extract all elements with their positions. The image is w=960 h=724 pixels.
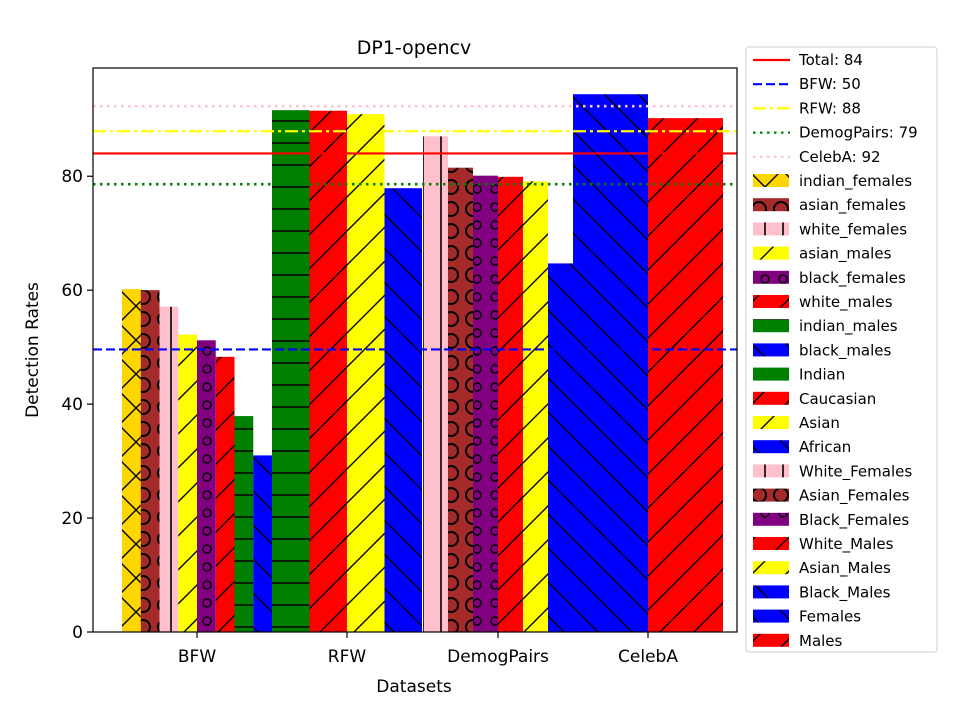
bar-group-rfw (272, 110, 422, 633)
x-tick-label: BFW (178, 647, 216, 667)
legend-entry-white-males: white_males (799, 293, 893, 312)
bar-bfw-indian-females (122, 289, 141, 632)
legend-patch-swatch (753, 222, 789, 236)
bar-celeba-males (648, 118, 723, 632)
chart-title: DP1-opencv (357, 37, 472, 59)
bar-group-demogpairs (423, 136, 573, 633)
legend-entry-asian: Asian (799, 414, 840, 432)
bar-demogpairs-black-males (548, 263, 573, 632)
legend-box (745, 46, 938, 653)
bar-bfw-black-males (253, 455, 272, 632)
legend-patch-swatch (753, 488, 789, 502)
legend-entry-asian-males: Asian_Males (799, 559, 891, 578)
legend-entry-males: Males (799, 632, 843, 650)
bar-demogpairs-black-females (473, 175, 498, 633)
axes-layer: 0 20 40 60 80 BFW RFW DemogPairs CelebA (61, 67, 738, 667)
legend-entry-white-females: white_females (799, 220, 907, 239)
bar-rfw-indian (272, 110, 310, 632)
legend-patch-swatch (753, 416, 789, 429)
bar-group-celeba (573, 94, 723, 632)
bar-bfw-white-males (215, 356, 235, 632)
bar-bfw-white-females (159, 306, 179, 632)
legend-patch-swatch (753, 343, 789, 357)
x-tick-label: RFW (328, 647, 367, 667)
legend-patch-swatch (753, 246, 789, 260)
legend-patch-swatch (753, 609, 789, 623)
y-tick-label: 20 (61, 509, 83, 529)
bar-rfw-asian (347, 114, 385, 632)
y-tick-label: 0 (72, 623, 83, 643)
bar-bfw-asian-males (178, 334, 197, 632)
y-tick-label: 80 (61, 167, 83, 187)
legend-entry-bfw: BFW: 50 (799, 75, 861, 93)
legend-patch-swatch (753, 537, 789, 550)
legend-patch-swatch (753, 198, 789, 212)
legend-entry-indian: Indian (799, 366, 845, 384)
bar-rfw-caucasian (309, 110, 347, 633)
y-tick-label: 60 (61, 281, 83, 301)
bar-demogpairs-asian-males (523, 181, 548, 632)
plot-frame (92, 67, 738, 633)
legend-entry-asian-males: asian_males (799, 245, 892, 264)
legend-entry-asian-females: asian_females (799, 196, 906, 215)
bar-demogpairs-white-males (498, 176, 523, 632)
legend-entry-african: African (799, 438, 851, 456)
legend-entry-black-females: black_females (799, 269, 906, 288)
legend-entry-black-males: Black_Males (799, 583, 891, 602)
bar-demogpairs-white-females (423, 136, 448, 633)
legend-entry-black-males: black_males (799, 341, 892, 360)
bar-bfw-black-females (197, 340, 216, 632)
legend-patch-swatch (753, 270, 789, 284)
legend-patch-swatch (753, 440, 789, 454)
reference-lines-layer (93, 104, 737, 351)
x-axis-label: Datasets (376, 677, 452, 697)
legend-patch-swatch (753, 174, 789, 187)
legend-patch-swatch (753, 512, 789, 526)
bar-demogpairs-asian-females (448, 167, 473, 632)
legend-patch-swatch (753, 585, 789, 599)
y-axis-label: Detection Rates (23, 282, 43, 418)
bars-layer (122, 94, 723, 633)
bar-bfw-asian-females (140, 290, 160, 632)
bar-group-bfw (122, 289, 272, 632)
legend-entry-asian-females: Asian_Females (799, 487, 910, 506)
legend-entry-black-females: Black_Females (799, 511, 909, 530)
legend-patch-swatch (753, 319, 789, 333)
x-tick-label: CelebA (618, 647, 678, 667)
bar-celeba-females (573, 94, 648, 632)
bar-rfw-african (384, 188, 422, 632)
x-tick-label: DemogPairs (447, 647, 549, 667)
legend-entry-white-females: White_Females (799, 462, 912, 481)
legend-entry-white-males: White_Males (799, 535, 894, 554)
legend-entry-caucasian: Caucasian (799, 390, 876, 408)
legend-entry-total: Total: 84 (798, 51, 863, 69)
legend-patch-swatch (753, 633, 789, 647)
legend-entry-rfw: RFW: 88 (799, 99, 861, 117)
legend-patch-swatch (753, 391, 789, 405)
bar-bfw-indian-males (234, 416, 254, 632)
legend-entry-indian-males: indian_males (799, 317, 898, 336)
legend-patch-swatch (753, 561, 789, 575)
legend-patch-swatch (753, 464, 789, 478)
legend-patch-swatch (753, 295, 789, 308)
legend-entry-celeba: CelebA: 92 (799, 148, 881, 166)
y-tick-label: 40 (61, 395, 83, 415)
legend-entry-females: Females (799, 608, 861, 626)
legend-entry-demogpairs: DemogPairs: 79 (799, 124, 918, 142)
legend-patch-swatch (753, 367, 789, 381)
legend: Total: 84 BFW: 50 RFW: 88 DemogPairs: 79 Cel… (745, 46, 938, 653)
legend-entry-indian-females: indian_females (799, 172, 912, 191)
